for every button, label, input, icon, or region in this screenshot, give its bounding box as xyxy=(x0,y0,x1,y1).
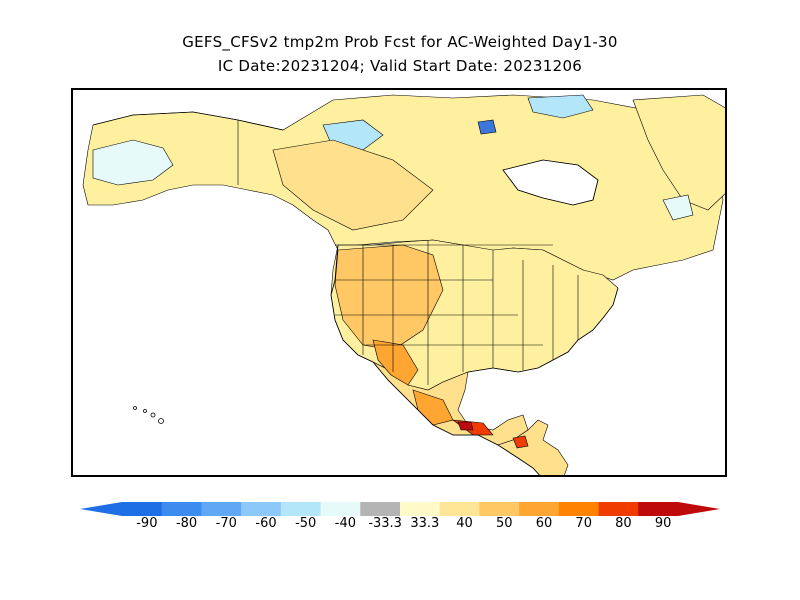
colorbar-cell xyxy=(241,502,282,516)
colorbar-tick-label: 70 xyxy=(575,516,592,531)
colorbar-tick-label: 50 xyxy=(496,516,513,531)
colorbar-tick-label: -50 xyxy=(295,516,317,531)
colorbar-tick-label: -90 xyxy=(136,516,158,531)
chart-title: GEFS_CFSv2 tmp2m Prob Fcst for AC-Weight… xyxy=(182,33,618,51)
colorbar-cells xyxy=(80,502,720,516)
colorbar-arrow-right xyxy=(678,502,720,516)
colorbar-tick-label: -60 xyxy=(255,516,277,531)
cold-patch-labrador xyxy=(662,194,694,221)
colorbar-cell xyxy=(161,502,202,516)
colorbar-tick-label: -70 xyxy=(215,516,237,531)
hot-central-america xyxy=(512,435,529,449)
land-greenland xyxy=(632,94,725,211)
colorbar-cell xyxy=(558,502,600,516)
colorbar-tick-label: -80 xyxy=(175,516,198,531)
warm-mid-usa xyxy=(334,244,444,351)
chart-subtitle: IC Date:20231204; Valid Start Date: 2023… xyxy=(217,57,583,75)
colorbar-cell xyxy=(201,502,242,516)
colorbar-cell xyxy=(439,502,480,516)
colorbar-tick-label: 90 xyxy=(654,516,672,531)
state-borders xyxy=(237,120,579,385)
colorbar-cell xyxy=(122,502,163,516)
colorbar-arrow-left xyxy=(80,502,122,516)
colorbar-tick-label: 80 xyxy=(615,516,632,531)
colorbar-cell xyxy=(320,502,361,516)
colorbar-cell xyxy=(519,502,560,516)
colorbar-cell xyxy=(638,502,679,516)
colorbar-cell xyxy=(360,502,401,516)
colorbar-cell xyxy=(400,502,441,516)
colorbar-cell xyxy=(280,502,322,516)
hottest-mexico-south xyxy=(457,421,474,431)
colorbar-tick-label: 60 xyxy=(535,516,553,531)
colorbar-tick-label: -40 xyxy=(334,516,357,531)
hawaii-islands xyxy=(133,406,164,424)
colorbar xyxy=(80,502,720,516)
cold-patch-arctic-2 xyxy=(527,94,594,119)
colorbar-cell xyxy=(479,502,520,516)
coastlines xyxy=(92,111,619,475)
map-panel xyxy=(71,88,727,477)
warm-mexico-high xyxy=(412,389,454,426)
cold-patch-deep xyxy=(477,119,497,135)
colorbar-tick-label: -33.3 xyxy=(368,516,402,531)
cold-patch-alaska xyxy=(92,139,174,186)
map-canvas xyxy=(82,94,725,475)
colorbar-tick-label: 40 xyxy=(456,516,473,531)
colorbar-cell xyxy=(598,502,639,516)
colorbar-tick-label: 33.3 xyxy=(410,516,440,531)
warm-west-canada xyxy=(272,139,434,231)
